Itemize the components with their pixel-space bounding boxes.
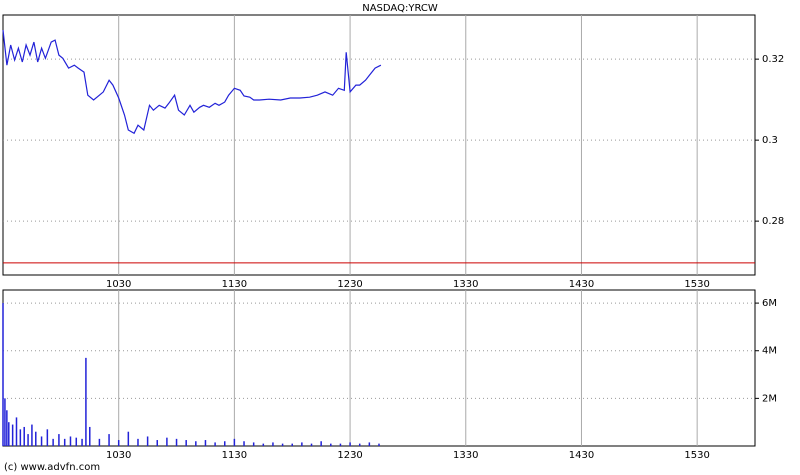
volume-bar	[252, 442, 255, 446]
volume-bar	[204, 440, 207, 446]
volume-bar	[52, 438, 54, 446]
x-tick-label: 1330	[453, 450, 478, 461]
y-tick-label: 4M	[762, 346, 777, 357]
volume-bar	[156, 440, 159, 446]
volume-bar	[23, 426, 25, 446]
volume-bar	[175, 438, 178, 446]
volume-bar	[31, 424, 33, 446]
volume-bar	[19, 429, 22, 446]
volume-bar	[137, 438, 139, 446]
x-tick-label: 1130	[222, 450, 247, 461]
y-tick-label: 0.32	[762, 54, 784, 65]
volume-bar	[40, 436, 43, 446]
x-tick-label: 1330	[453, 279, 478, 290]
x-tick-label: 1030	[106, 279, 131, 290]
volume-bar	[291, 443, 293, 446]
plot-frame	[2, 14, 756, 276]
volume-bar	[2, 303, 4, 446]
volume-bar	[310, 443, 313, 446]
volume-bar	[281, 443, 284, 446]
x-tick-label: 1030	[106, 450, 131, 461]
x-tick-label: 1530	[684, 279, 709, 290]
volume-bar	[233, 438, 236, 446]
volume-bar	[349, 442, 351, 446]
volume-bar	[243, 441, 245, 446]
volume-bar	[127, 431, 130, 446]
volume-bar	[6, 410, 8, 446]
volume-bar	[85, 357, 87, 446]
volume-bar	[301, 442, 303, 446]
volume-bar	[11, 424, 14, 446]
volume-bar	[262, 443, 265, 446]
volume-bar	[214, 442, 216, 446]
volume-bar	[195, 441, 197, 446]
volume-bar	[185, 440, 187, 446]
volume-bar	[339, 443, 342, 446]
volume-bar	[330, 443, 332, 446]
volume-bar	[98, 438, 101, 446]
volume-bar	[378, 443, 380, 446]
y-tick-label: 0.28	[762, 216, 784, 227]
volume-bar	[146, 436, 149, 446]
y-tick-label: 2M	[762, 393, 777, 404]
volume-bar	[320, 441, 322, 446]
x-tick-label: 1230	[337, 450, 362, 461]
volume-bar	[368, 442, 371, 446]
volume-bar	[27, 434, 29, 446]
y-tick-label: 6M	[762, 298, 777, 309]
x-tick-label: 1430	[569, 450, 594, 461]
x-tick-label: 1130	[222, 279, 247, 290]
volume-bar	[35, 431, 37, 446]
chart-title: NASDAQ:YRCW	[362, 3, 438, 14]
volume-bar	[15, 417, 18, 446]
volume-bar	[272, 442, 274, 446]
volume-bar	[89, 426, 91, 446]
volume-bar	[63, 438, 66, 446]
plot-frame	[2, 289, 756, 447]
volume-bar	[46, 429, 49, 446]
volume-bar	[4, 398, 6, 446]
x-tick-label: 1530	[684, 450, 709, 461]
x-tick-label: 1430	[569, 279, 594, 290]
volume-bar	[75, 437, 78, 446]
x-tick-label: 1230	[337, 279, 362, 290]
volume-bar	[69, 436, 72, 446]
footer: (c) www.advfn.com	[4, 462, 100, 473]
volume-bar	[358, 443, 361, 446]
volume-bar	[8, 422, 10, 446]
volume-bar	[166, 437, 168, 446]
volume-bar	[117, 440, 120, 446]
price-line	[2, 29, 382, 135]
volume-bar	[108, 434, 110, 446]
volume-bar	[81, 438, 83, 446]
volume-bar	[58, 434, 60, 446]
y-tick-label: 0.3	[762, 135, 778, 146]
volume-bar	[223, 441, 226, 446]
